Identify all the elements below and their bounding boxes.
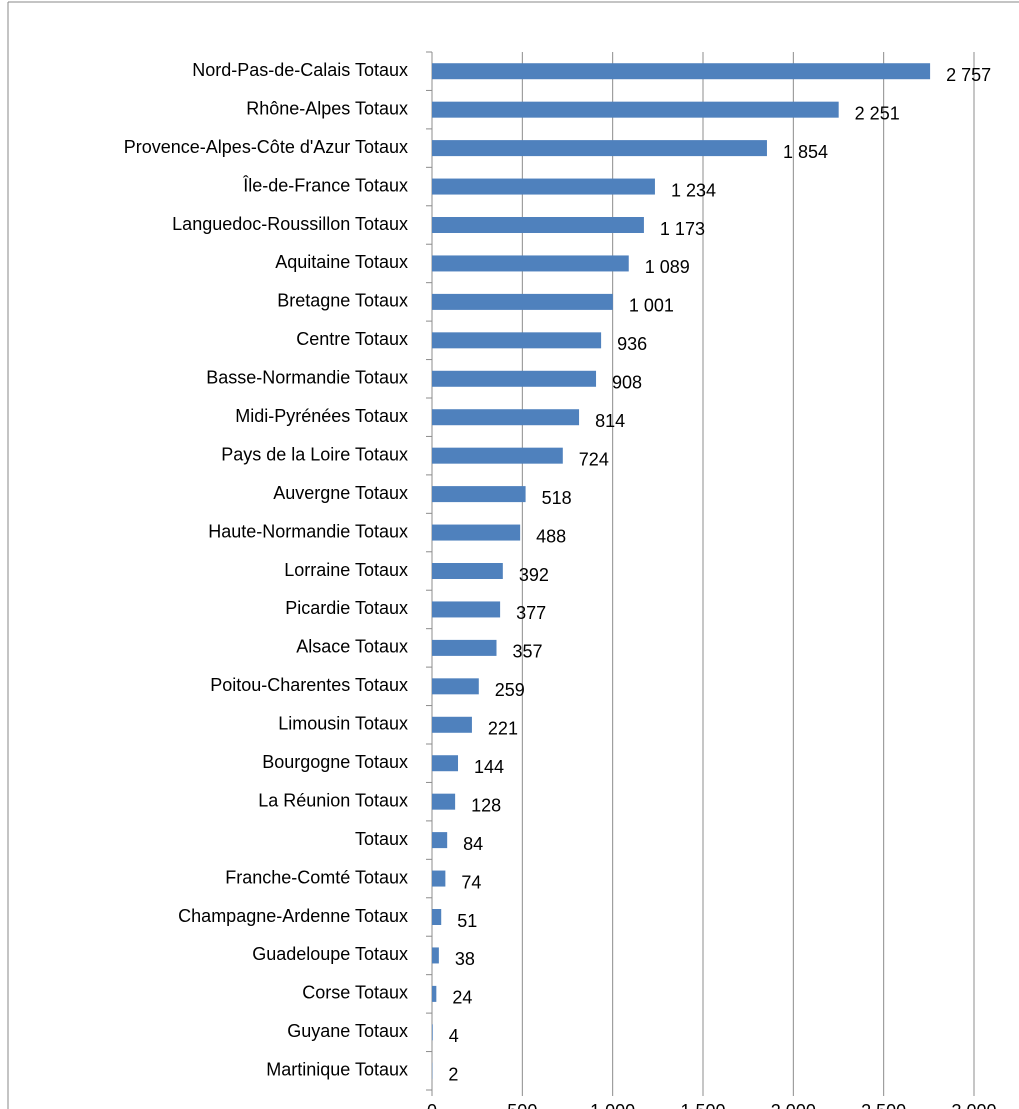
bar [432, 255, 629, 272]
x-tick-label: 1 000 [590, 1101, 635, 1109]
data-label: 814 [595, 411, 625, 431]
y-tick-label: Auvergne Totaux [273, 483, 408, 503]
data-label: 38 [455, 949, 475, 969]
data-label: 2 [448, 1065, 458, 1085]
bar [432, 909, 442, 925]
bar [432, 409, 580, 426]
data-label: 2 757 [946, 65, 991, 85]
data-label: 24 [452, 988, 472, 1008]
y-tick-label: Haute-Normandie Totaux [208, 521, 408, 541]
y-tick-label: Bourgogne Totaux [262, 752, 408, 772]
bar [432, 793, 456, 810]
data-label: 377 [516, 603, 546, 623]
y-tick-label: Île-de-France Totaux [242, 175, 408, 195]
data-label: 1 001 [629, 296, 674, 316]
data-label: 74 [461, 872, 481, 892]
y-tick-label: Guadeloupe Totaux [252, 944, 408, 964]
bar [432, 486, 526, 503]
x-tick-label: 2 000 [771, 1101, 816, 1109]
bar [432, 140, 767, 157]
y-tick-label: Limousin Totaux [278, 714, 408, 734]
bar [432, 947, 439, 964]
data-label: 724 [579, 449, 609, 469]
y-tick-label: Nord-Pas-de-Calais Totaux [192, 60, 408, 80]
data-label: 1 173 [660, 219, 705, 239]
data-label: 518 [542, 488, 572, 508]
bar [432, 293, 613, 310]
y-tick-label: Rhône-Alpes Totaux [246, 98, 408, 118]
bar [432, 755, 459, 772]
bar [432, 716, 472, 733]
data-label: 908 [612, 373, 642, 393]
y-tick-label: Martinique Totaux [266, 1060, 408, 1080]
y-tick-label: Centre Totaux [296, 329, 408, 349]
data-label: 1 854 [783, 142, 828, 162]
y-tick-label: La Réunion Totaux [258, 790, 408, 810]
data-label: 51 [457, 911, 477, 931]
data-label: 2 251 [855, 103, 900, 123]
x-tick-label: 3 000 [951, 1101, 996, 1109]
bar [432, 601, 501, 618]
y-tick-label: Poitou-Charentes Totaux [210, 675, 408, 695]
bar [432, 678, 479, 695]
data-label: 84 [463, 834, 483, 854]
bar [432, 639, 497, 656]
data-label: 357 [512, 642, 542, 662]
bar [432, 63, 931, 80]
bar [432, 332, 602, 349]
x-tick-label: 2 500 [861, 1101, 906, 1109]
y-tick-label: Lorraine Totaux [284, 560, 408, 580]
y-tick-label: Champagne-Ardenne Totaux [178, 906, 408, 926]
y-tick-label: Bretagne Totaux [277, 291, 408, 311]
y-tick-label: Aquitaine Totaux [275, 252, 408, 272]
y-tick-label: Provence-Alpes-Côte d'Azur Totaux [124, 137, 408, 157]
data-label: 221 [488, 719, 518, 739]
data-label: 259 [495, 680, 525, 700]
x-tick-label: 1 500 [680, 1101, 725, 1109]
data-label: 392 [519, 565, 549, 585]
bar [432, 217, 644, 233]
y-tick-label: Alsace Totaux [296, 637, 408, 657]
x-tick-label: 0 [427, 1101, 437, 1109]
bar [432, 101, 839, 118]
x-tick-label: 500 [507, 1101, 537, 1109]
y-tick-label: Guyane Totaux [287, 1021, 408, 1041]
bar [432, 870, 446, 887]
bar [432, 447, 563, 464]
bar [432, 563, 503, 579]
y-tick-label: Midi-Pyrénées Totaux [235, 406, 408, 426]
y-tick-label: Franche-Comté Totaux [225, 867, 408, 887]
y-tick-label: Corse Totaux [302, 983, 408, 1003]
bar [432, 370, 597, 387]
bar [432, 832, 448, 849]
bar [432, 178, 655, 195]
y-tick-label: Pays de la Loire Totaux [221, 444, 408, 464]
bar [432, 985, 437, 1002]
bar [432, 1024, 433, 1041]
y-tick-label: Picardie Totaux [285, 598, 408, 618]
data-label: 128 [471, 795, 501, 815]
data-label: 144 [474, 757, 504, 777]
y-tick-label: Basse-Normandie Totaux [206, 368, 408, 388]
data-label: 488 [536, 526, 566, 546]
data-label: 1 089 [645, 257, 690, 277]
bar [432, 524, 521, 541]
y-tick-label: Languedoc-Roussillon Totaux [172, 214, 408, 234]
data-label: 936 [617, 334, 647, 354]
y-tick-label: Totaux [355, 829, 408, 849]
data-label: 4 [449, 1026, 459, 1046]
data-label: 1 234 [671, 180, 716, 200]
